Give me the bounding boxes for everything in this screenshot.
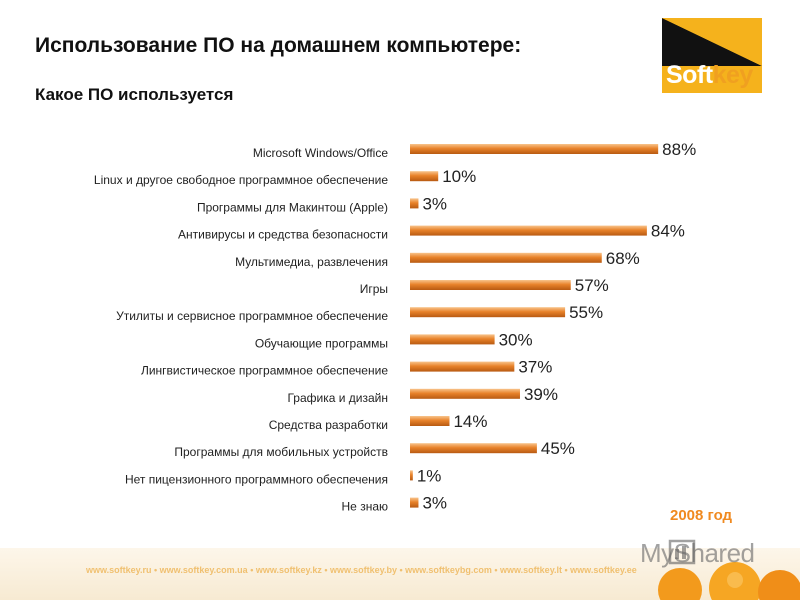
chart-subtitle: Какое ПО используется [35,85,234,104]
page-title: Использование ПО на домашнем компьютере: [35,34,522,57]
bar [410,252,602,263]
value-label: 1% [417,466,442,485]
bar [410,443,537,454]
year-label: 2008 год [670,507,733,524]
value-label: 88% [662,140,696,159]
category-label: Игры [360,282,388,296]
bar [410,171,439,182]
orange-fruit-image [658,562,800,600]
category-label: Microsoft Windows/Office [253,146,388,160]
value-label: 3% [422,494,447,513]
value-label: 57% [575,276,609,295]
footer-links: www.softkey.ru • www.softkey.com.ua • ww… [86,565,637,575]
bar [410,280,571,290]
value-label: 14% [453,412,487,431]
bar [410,470,413,481]
value-label: 37% [518,358,552,377]
bar [410,144,659,154]
category-label: Лингвистическое программное обеспечение [141,364,388,378]
category-label: Linux и другое свободное программное обе… [94,173,388,187]
category-label: Нет пицензионного программного обеспечен… [125,472,388,486]
bar [410,198,419,209]
category-label: Программы для Макинтош (Apple) [197,200,388,214]
value-label: 39% [524,385,558,404]
watermark-text: MyShared [640,538,755,568]
bar [410,416,450,426]
logo-text: Softkey [666,61,753,89]
category-label: Мультимедиа, развлечения [235,255,388,269]
value-label: 30% [499,330,533,349]
bar-chart: Microsoft Windows/Office 88% Linux и друго… [94,140,696,514]
softkey-logo [662,18,762,93]
category-label: Антивирусы и средства безопасности [178,228,388,242]
watermark-icon [668,539,696,565]
category-label: Средства разработки [269,418,388,432]
bar [410,225,647,236]
value-label: 10% [442,167,476,186]
value-label: 3% [422,194,447,213]
category-label: Программы для мобильных устройств [174,445,388,459]
bar [410,361,515,372]
bar [410,388,520,399]
bar [410,307,566,318]
category-label: Обучающие программы [255,336,388,350]
category-label: Утилиты и сервисное программное обеспече… [116,309,388,323]
value-label: 68% [606,249,640,268]
category-label: Графика и дизайн [287,391,388,405]
bar [410,497,419,508]
bar [410,334,495,345]
value-label: 84% [651,222,685,241]
value-label: 55% [569,303,603,322]
value-label: 45% [541,439,575,458]
category-label: Не знаю [342,500,388,514]
